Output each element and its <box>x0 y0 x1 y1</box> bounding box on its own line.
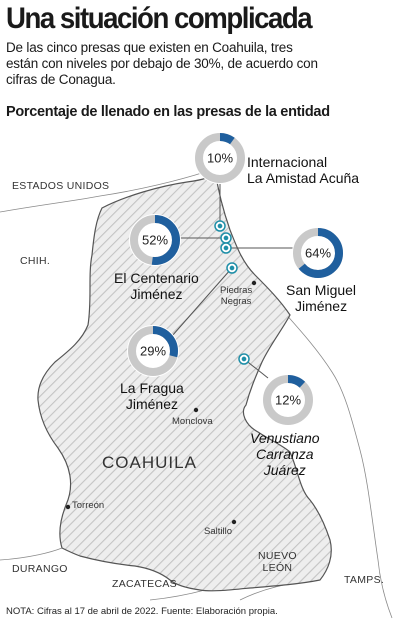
dam-markers <box>214 220 250 365</box>
chart-title: Porcentaje de llenado en las presas de l… <box>6 104 330 120</box>
page-subtitle: De las cinco presas que existen en Coahu… <box>6 40 318 87</box>
donut-fill-centenario <box>130 215 180 265</box>
marker-amistad-icon <box>214 220 226 232</box>
city-dots <box>65 280 257 525</box>
marker-venustiano-icon <box>238 353 250 365</box>
dam-label-sanmiguel: San Miguel Jiménez <box>286 282 357 315</box>
dam-label-amistad: Internacional La Amistad Acuña <box>247 154 360 187</box>
label-durango: DURANGO <box>12 563 68 575</box>
dam-percent-centenario: 52% <box>141 232 169 248</box>
label-torreon: Torreón <box>72 500 105 511</box>
page-title: Una situación complicada <box>6 2 313 35</box>
source-note: NOTA: Cifras al 17 de abril de 2022. Fue… <box>6 606 278 617</box>
dam-percent-fragua: 29% <box>139 343 167 359</box>
city-dot-monclova <box>193 407 199 413</box>
donut-fill-amistad <box>195 133 245 183</box>
label-tamaulipas: TAMPS. <box>344 574 385 586</box>
dam-percent-amistad: 10% <box>206 150 234 166</box>
border-tamaulipas <box>283 311 393 619</box>
label-nuevo-leon: NUEVO LEÓN <box>258 550 297 575</box>
city-dot-piedras-negras <box>251 280 257 286</box>
marker-centenario-icon <box>220 232 232 244</box>
dam-percent-venustiano: 12% <box>274 392 302 408</box>
city-dot-torreon <box>65 504 71 510</box>
label-chihuahua: CHIH. <box>20 255 51 267</box>
coahuila-state <box>37 167 332 592</box>
label-coahuila: COAHUILA <box>102 453 197 472</box>
dam-percent-sanmiguel: 64% <box>304 245 332 261</box>
donut-fill-fragua <box>128 326 178 376</box>
marker-fragua-icon <box>226 262 238 274</box>
dam-label-fragua: La Fragua Jiménez <box>120 380 184 413</box>
border-durango <box>0 547 63 561</box>
city-dot-saltillo <box>231 519 237 525</box>
dam-donuts <box>127 132 344 426</box>
border-zacatecas <box>149 589 206 601</box>
dam-label-centenario: El Centenario Jiménez <box>114 270 199 303</box>
marker-sanmiguel-icon <box>220 242 232 254</box>
label-saltillo: Saltillo <box>204 526 232 537</box>
label-usa: ESTADOS UNIDOS <box>12 180 110 192</box>
donut-fill-sanmiguel <box>293 228 343 278</box>
label-monclova: Monclova <box>172 416 213 427</box>
donut-fill-venustiano <box>263 375 313 425</box>
label-piedras-negras: Piedras Negras <box>220 285 253 307</box>
leader-fragua <box>171 268 232 337</box>
label-zacatecas: ZACATECAS <box>112 578 177 590</box>
dam-label-venustiano: Venustiano Carranza Juárez <box>250 430 320 479</box>
